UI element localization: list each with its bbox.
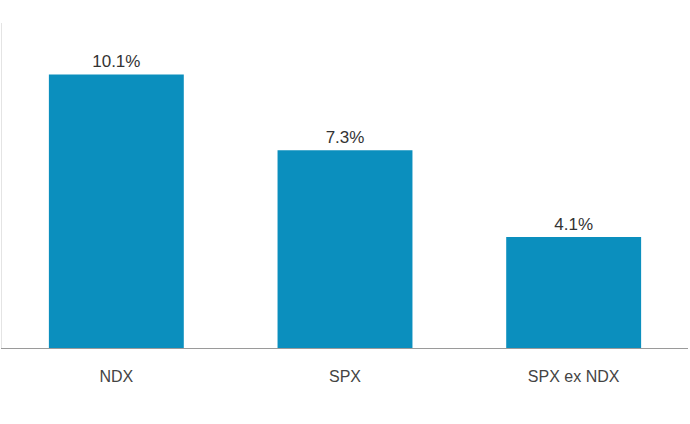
svg-text:NDX: NDX	[99, 368, 133, 385]
svg-text:7.3%: 7.3%	[326, 128, 365, 147]
svg-text:10.1%: 10.1%	[92, 52, 140, 71]
svg-text:SPX ex NDX: SPX ex NDX	[528, 368, 620, 385]
svg-text:SPX: SPX	[329, 368, 361, 385]
svg-text:4.1%: 4.1%	[554, 215, 593, 234]
